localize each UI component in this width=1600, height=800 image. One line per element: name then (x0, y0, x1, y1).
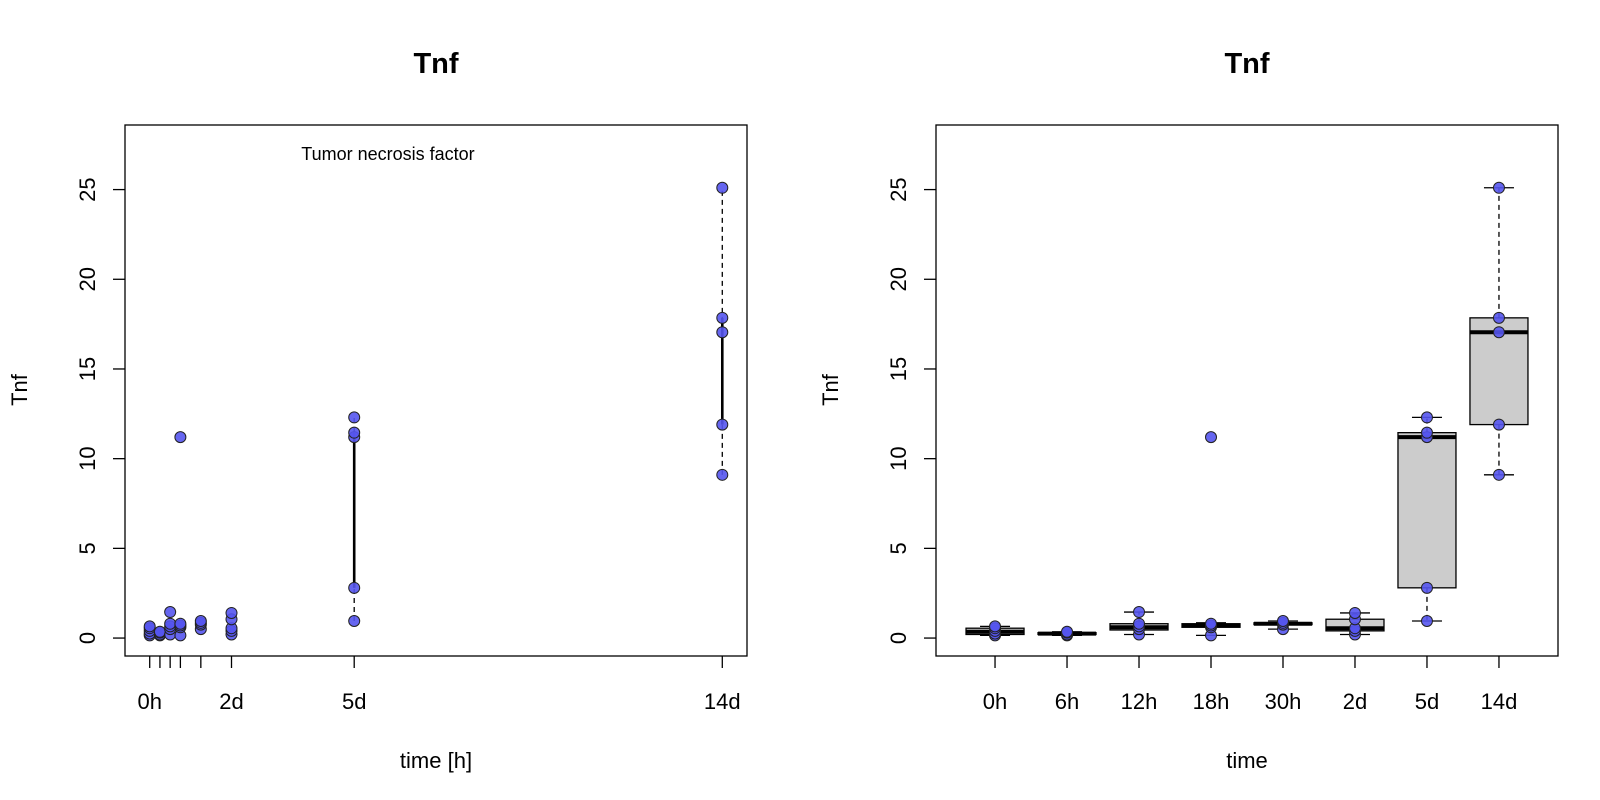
plot-frame (124, 124, 748, 657)
data-point (174, 617, 187, 630)
data-point (348, 615, 361, 628)
x-tick-label: 30h (1265, 689, 1302, 714)
data-point (1205, 431, 1218, 444)
data-point (164, 606, 177, 619)
data-point (164, 617, 177, 630)
data-point (174, 431, 187, 444)
plot-frame (935, 124, 1559, 657)
data-point (1420, 426, 1433, 439)
data-point (153, 625, 166, 638)
x-tick-label: 0h (983, 689, 1007, 714)
data-point (1420, 581, 1433, 594)
box (1397, 432, 1457, 589)
chart-title: Tnf (413, 48, 458, 80)
x-tick-label: 5d (1415, 689, 1439, 714)
y-tick-label: 10 (75, 446, 100, 470)
y-tick-label: 15 (75, 357, 100, 381)
data-point (1492, 468, 1505, 481)
data-point (1420, 411, 1433, 424)
data-point (1492, 418, 1505, 431)
data-point (348, 426, 361, 439)
y-tick-label: 25 (75, 177, 100, 201)
x-tick-label: 14d (1481, 689, 1518, 714)
x-tick-label: 5d (342, 689, 366, 714)
data-point (1276, 615, 1289, 628)
x-axis-label: time (1226, 748, 1268, 773)
x-tick-label: 14d (704, 689, 741, 714)
scatter-panel: Tnf time [h] Tnf Tumor necrosis factor 0… (7, 48, 748, 773)
data-point (716, 418, 729, 431)
chart-title: Tnf (1224, 48, 1269, 80)
data-point (716, 468, 729, 481)
x-tick-label: 18h (1193, 689, 1230, 714)
x-tick-label: 12h (1121, 689, 1158, 714)
scatter-plot-area: 0 5 10 15 20 25 0h 2d 5d 14d (75, 177, 741, 714)
data-point (716, 326, 729, 339)
x-tick-label: 6h (1055, 689, 1079, 714)
data-point (348, 581, 361, 594)
y-tick-label: 15 (886, 357, 911, 381)
y-tick-label: 5 (75, 542, 100, 554)
y-axis-label: Tnf (818, 373, 843, 406)
y-tick-label: 0 (886, 632, 911, 644)
data-point (143, 620, 156, 633)
y-axis-label: Tnf (7, 373, 32, 406)
data-point (225, 606, 238, 619)
y-tick-label: 20 (886, 267, 911, 291)
data-point (1348, 606, 1361, 619)
x-axis-label: time [h] (400, 748, 472, 773)
data-point (348, 411, 361, 424)
data-point (194, 615, 207, 628)
data-point (716, 181, 729, 194)
chart-annotation: Tumor necrosis factor (301, 144, 474, 164)
data-point (1133, 617, 1146, 630)
y-tick-label: 25 (886, 177, 911, 201)
x-tick-label: 0h (137, 689, 161, 714)
y-tick-label: 5 (886, 542, 911, 554)
data-point (989, 620, 1002, 633)
y-tick-label: 0 (75, 632, 100, 644)
data-point (1133, 606, 1146, 619)
data-point (1205, 617, 1218, 630)
x-tick-label: 2d (1343, 689, 1367, 714)
data-point (1061, 625, 1074, 638)
y-tick-label: 20 (75, 267, 100, 291)
y-tick-label: 10 (886, 446, 911, 470)
data-point (1420, 615, 1433, 628)
boxplot-panel: Tnf time Tnf 0 5 10 15 20 25 0h 6h 12h 18h 30h 2d 5d… (818, 48, 1559, 773)
data-point (1492, 181, 1505, 194)
boxplot-area: 0 5 10 15 20 25 0h 6h 12h 18h 30h 2d 5d 14d (886, 177, 1529, 714)
x-tick-label: 2d (219, 689, 243, 714)
data-point (716, 311, 729, 324)
data-point (1492, 326, 1505, 339)
data-point (1492, 311, 1505, 324)
